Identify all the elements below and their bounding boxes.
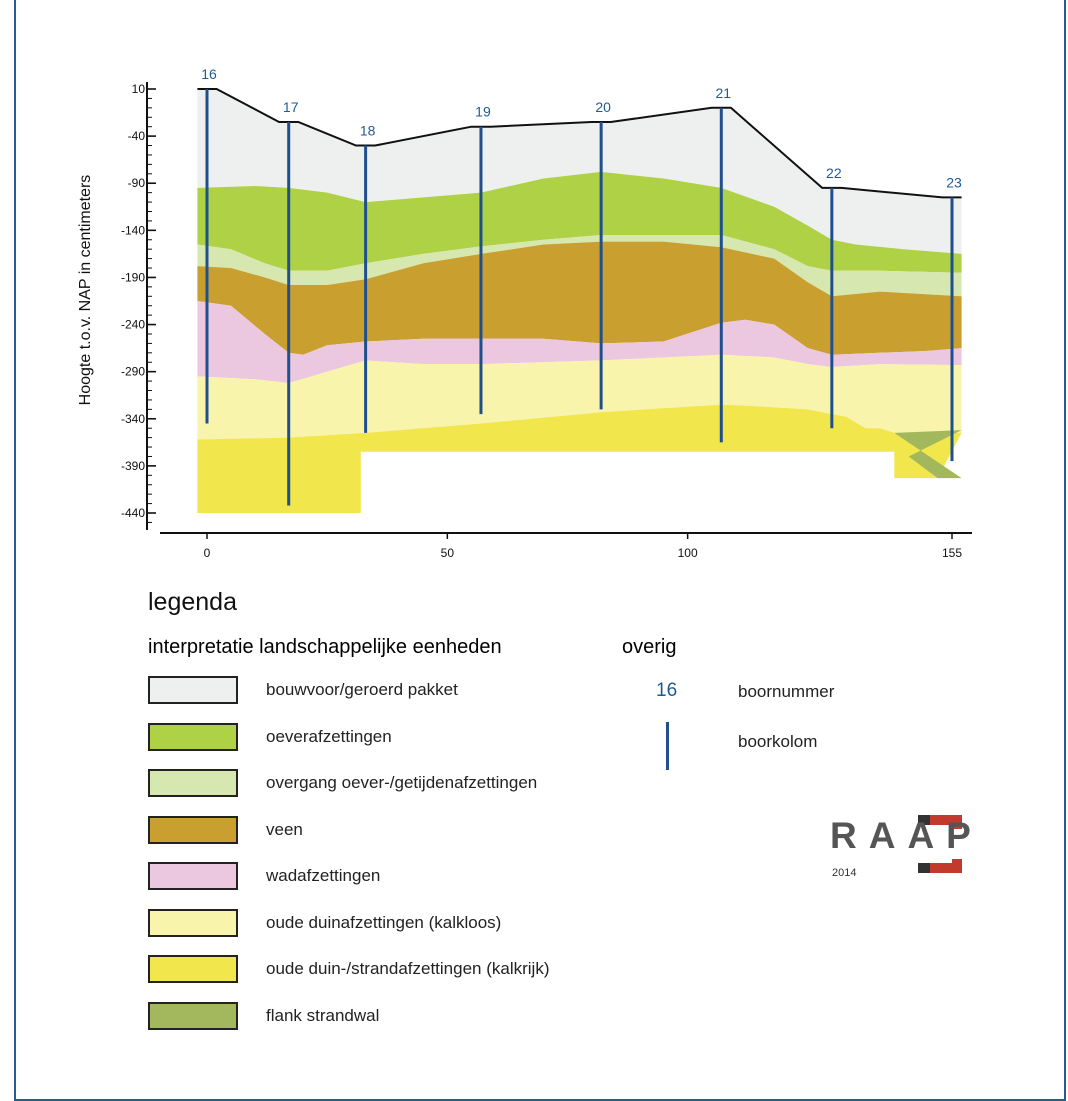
layer-strand (197, 404, 962, 513)
y-tick-label: -390 (121, 459, 145, 473)
borehole-number-16: 16 (201, 66, 217, 82)
layer-veen (197, 241, 962, 355)
borehole-number-example: 16 (656, 680, 678, 701)
layer-overgang (197, 235, 962, 297)
borehole-number-20: 20 (595, 99, 611, 115)
legend-item-oever: oeverafzettingen (148, 722, 628, 755)
raap-logo: RAAP 2014 (830, 815, 980, 885)
borehole-number-17: 17 (283, 99, 299, 115)
boreholes: 16 17 18 19 20 21 22 23 (201, 66, 962, 506)
legend-swatch-veen (148, 815, 238, 844)
legend-label-overgang: overgang oever-/getijdenafzettingen (266, 773, 538, 792)
raap-logo-text: RAAP (830, 815, 983, 856)
layer-oudeduin (197, 354, 962, 440)
y-tick-label: -340 (121, 412, 145, 426)
layer-bouwvoor (197, 89, 962, 254)
legend-item-overgang: overgang oever-/getijdenafzettingen (148, 769, 628, 801)
x-tick-label: 155 (942, 546, 962, 560)
legend-item-veen: veen (148, 815, 628, 848)
borehole-number-19: 19 (475, 104, 491, 120)
legend-label-bouwvoor: bouwvoor/geroerd pakket (266, 680, 458, 699)
y-tick-label: -40 (128, 129, 146, 143)
legend-swatch-flank (148, 1001, 238, 1030)
soil-layers (197, 89, 962, 513)
legend-title: legenda (148, 588, 237, 616)
borehole-number-18: 18 (360, 123, 376, 139)
cross-section-chart: 16 17 18 19 20 21 22 23 10 -40 -90 -140 -190 -240 -29… (77, 66, 972, 560)
raap-logo-bracket-icon (918, 815, 962, 873)
borehole-number-21: 21 (716, 85, 732, 101)
borehole-number-label: boornummer (738, 682, 835, 701)
x-tick-label: 50 (441, 546, 455, 560)
layer-oever (197, 171, 962, 273)
legend-label-flank: flank strandwal (266, 1005, 380, 1025)
y-tick-label: -290 (121, 365, 145, 379)
page-frame (14, 0, 1066, 1101)
y-axis-label: Hoogte t.o.v. NAP in centimeters (77, 175, 94, 406)
legend-label-wad: wadafzettingen (266, 866, 381, 885)
legend-item-bouwvoor: bouwvoor/geroerd pakket (148, 676, 628, 708)
legend-swatch-overgang (148, 769, 238, 797)
x-tick-label: 0 (204, 546, 211, 560)
legend-swatch-bouwvoor (148, 676, 238, 704)
x-tick-label: 100 (678, 546, 698, 560)
legend-label-oever: oeverafzettingen (266, 726, 392, 746)
y-tick-label: -440 (121, 506, 145, 520)
legend-heading-units: interpretatie landschappelijke eenheden (148, 636, 502, 658)
layer-flank (894, 430, 962, 479)
legend-item-flank: flank strandwal (148, 1001, 628, 1034)
legend-heading-other: overig (622, 636, 677, 658)
legend-item-wad: wadafzettingen (148, 862, 628, 894)
legend-swatch-wad (148, 862, 238, 890)
legend-swatch-strand (148, 955, 238, 983)
y-tick-label: -140 (121, 223, 145, 237)
borehole-column-label: boorkolom (738, 732, 818, 751)
legend-label-veen: veen (266, 819, 303, 839)
axes: 10 -40 -90 -140 -190 -240 -290 -340 -390 -440 0 50 1… (121, 82, 972, 560)
y-tick-label: -190 (121, 270, 145, 284)
legend-item-oudeduin: oude duinafzettingen (kalkloos) (148, 908, 628, 941)
borehole-column-icon (666, 722, 669, 770)
legend-item-strand: oude duin-/strandafzettingen (kalkrijk) (148, 955, 628, 987)
borehole-number-23: 23 (946, 174, 962, 190)
layer-wad (197, 301, 962, 383)
legend-label-oudeduin: oude duinafzettingen (kalkloos) (266, 912, 502, 932)
legend-swatch-oever (148, 722, 238, 751)
raap-logo-year: 2014 (832, 867, 857, 879)
y-tick-label: -240 (121, 318, 145, 332)
y-tick-label: -90 (128, 176, 146, 190)
y-tick-label: 10 (132, 82, 146, 96)
legend-swatch-oudeduin (148, 908, 238, 937)
borehole-number-22: 22 (826, 165, 842, 181)
legend-label-strand: oude duin-/strandafzettingen (kalkrijk) (266, 959, 550, 978)
